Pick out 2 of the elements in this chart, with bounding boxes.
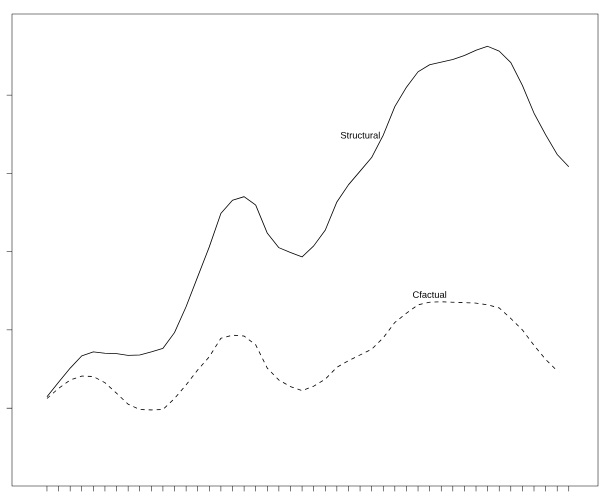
- series-label: Structural: [340, 132, 380, 139]
- series-label: Cfactual: [412, 291, 446, 298]
